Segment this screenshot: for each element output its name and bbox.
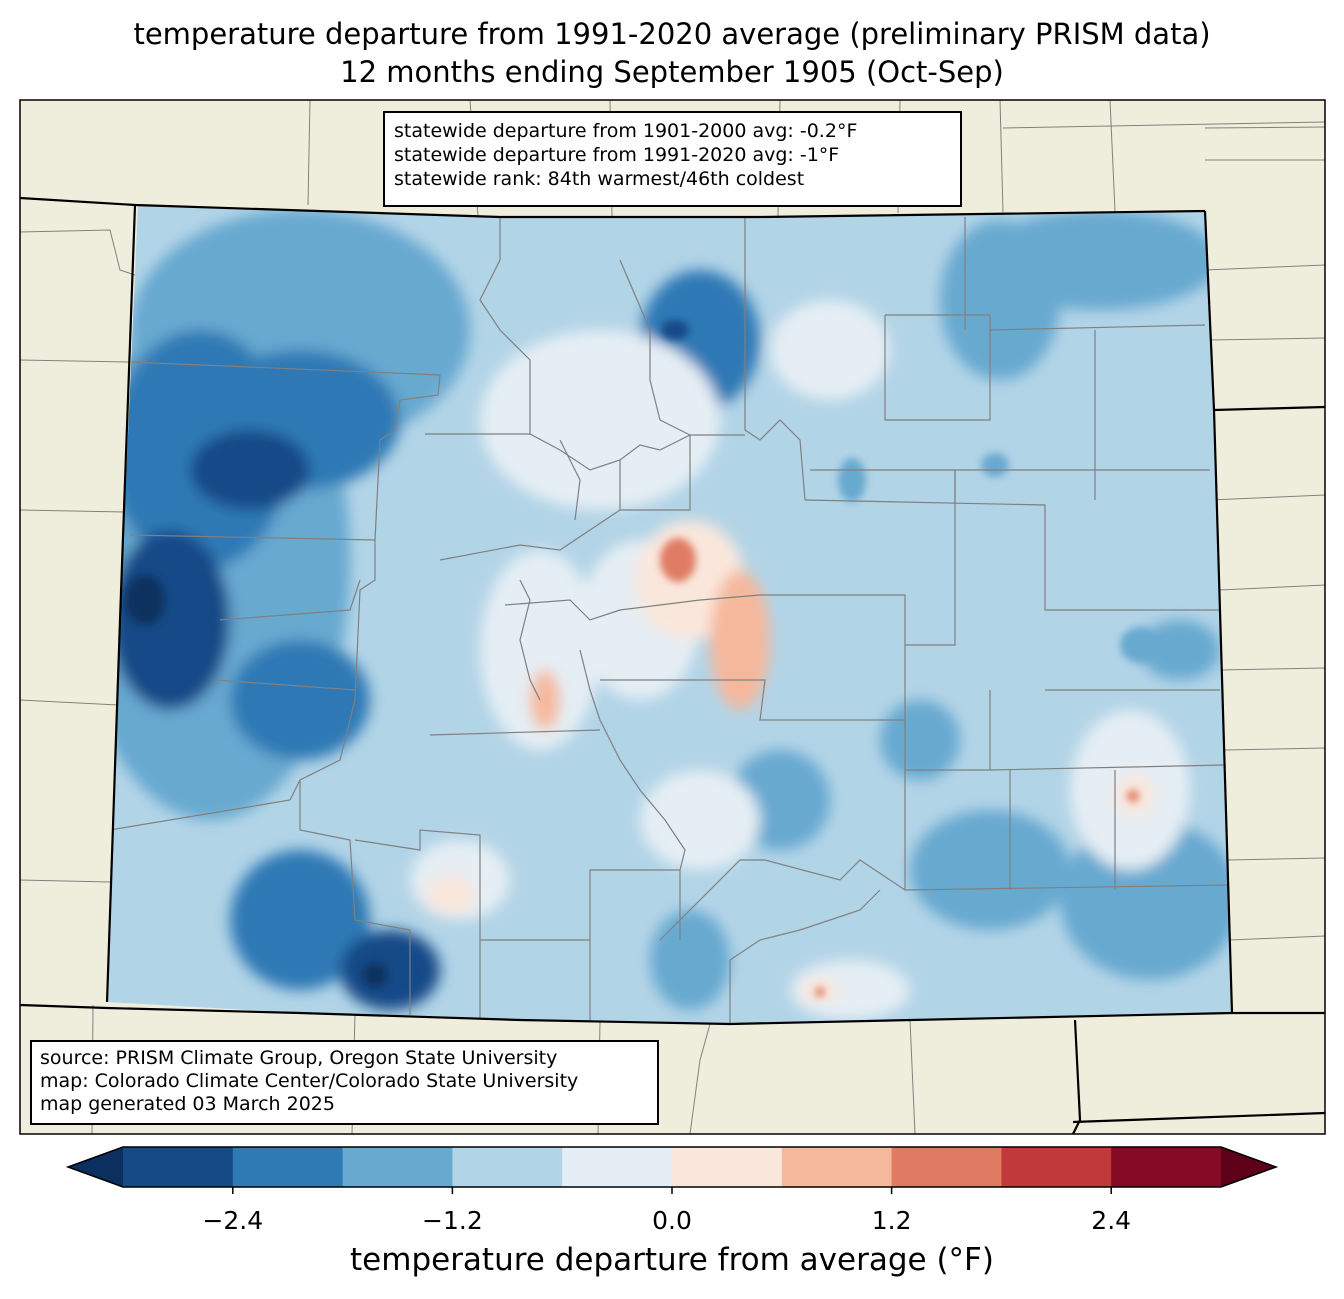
- colorbar-tick-label: 2.4: [1091, 1206, 1132, 1235]
- source-box: source: PRISM Climate Group, Oregon Stat…: [30, 1040, 659, 1125]
- source-line-map: map: Colorado Climate Center/Colorado St…: [40, 1070, 579, 1092]
- colorbar-tick-label: −1.2: [422, 1206, 483, 1235]
- state-borders: [20, 196, 1325, 1134]
- colorbar-extend-low: [68, 1147, 123, 1187]
- colorbar-segment: [123, 1147, 234, 1187]
- colorbar-outline: [65, 1146, 1279, 1188]
- county-lines: [109, 217, 1231, 1024]
- colorbar-segment: [1111, 1147, 1222, 1187]
- source-line-generated: map generated 03 March 2025: [40, 1093, 335, 1115]
- colorbar-segment: [1001, 1147, 1112, 1187]
- colorbar-segment: [232, 1147, 344, 1187]
- colorbar-segment: [562, 1147, 673, 1187]
- colorbar-extend-high: [1221, 1147, 1276, 1187]
- colorbar-segment: [672, 1147, 783, 1187]
- statewide-stats-box: statewide departure from 1901-2000 avg: …: [383, 111, 962, 207]
- colorbar-tick-label: −2.4: [202, 1206, 264, 1235]
- stats-line-rank: statewide rank: 84th warmest/46th coldes…: [394, 168, 805, 190]
- source-line-prism: source: PRISM Climate Group, Oregon Stat…: [40, 1047, 558, 1069]
- colorbar-tick-label: 0.0: [652, 1206, 692, 1235]
- colorbar: [65, 1146, 1279, 1194]
- map-border: [19, 99, 1326, 1135]
- colorbar-segment: [452, 1147, 563, 1187]
- stats-line-1991-2020: statewide departure from 1991-2020 avg: …: [394, 144, 840, 166]
- colorbar-label: temperature departure from average (°F): [350, 1242, 994, 1278]
- colorbar-tick-label: 1.2: [871, 1206, 912, 1235]
- colorbar-segment: [781, 1147, 893, 1187]
- colorbar-segment: [891, 1147, 1002, 1187]
- stats-line-1901-2000: statewide departure from 1901-2000 avg: …: [394, 120, 858, 142]
- map-title: temperature departure from 1991-2020 ave…: [133, 17, 1211, 51]
- colorbar-segment: [342, 1147, 453, 1187]
- map-frame: [20, 100, 1325, 1134]
- map-subtitle: 12 months ending September 1905 (Oct-Sep…: [340, 55, 1004, 89]
- temperature-field: [107, 205, 1232, 1024]
